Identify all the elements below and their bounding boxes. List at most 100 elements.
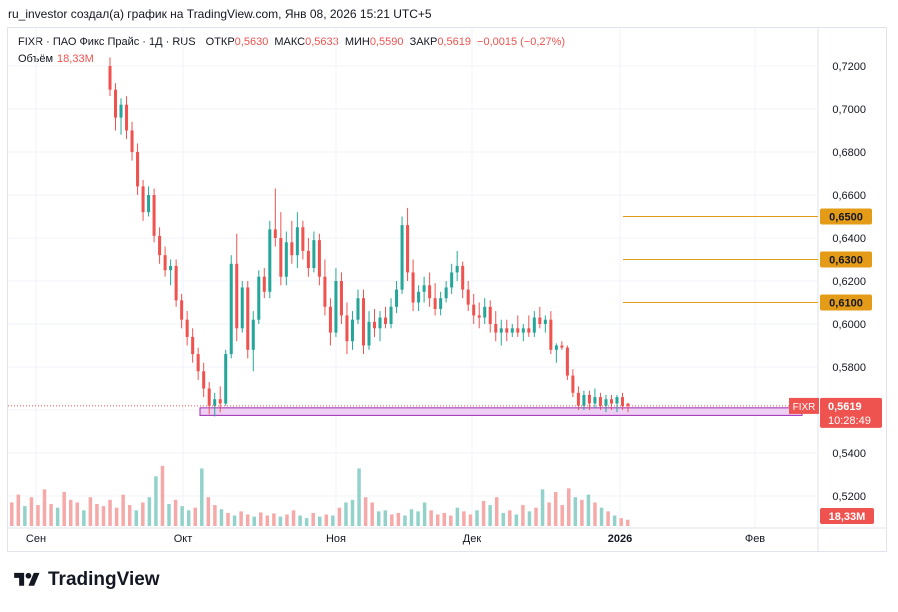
volume-bar bbox=[193, 507, 197, 526]
candle-body bbox=[361, 298, 366, 346]
volume-bar bbox=[376, 511, 381, 526]
candle-body bbox=[323, 276, 327, 307]
volume-bar bbox=[108, 499, 112, 526]
volume-bar bbox=[344, 502, 348, 526]
candle-body bbox=[428, 285, 432, 299]
candle-body bbox=[284, 242, 288, 277]
volume-bar bbox=[62, 492, 66, 526]
candle-body bbox=[554, 345, 558, 350]
candle-body bbox=[505, 328, 509, 333]
y-tick-label: 0,6200 bbox=[832, 276, 866, 288]
chart-frame bbox=[7, 27, 887, 552]
candle-body bbox=[196, 354, 200, 372]
volume-bar bbox=[606, 511, 610, 526]
volume-bar bbox=[68, 499, 73, 526]
candle-body bbox=[240, 287, 244, 329]
volume-bar bbox=[475, 510, 479, 526]
volume-bar bbox=[442, 512, 447, 526]
volume-bar bbox=[272, 513, 276, 526]
volume-bar bbox=[508, 510, 512, 526]
candle-body bbox=[532, 317, 536, 333]
candle-body bbox=[488, 306, 492, 324]
candle-body bbox=[406, 225, 410, 273]
volume-bar bbox=[586, 494, 591, 526]
candle-body bbox=[141, 186, 145, 213]
volume-bar bbox=[304, 518, 309, 526]
ticker-badge bbox=[789, 397, 819, 414]
support-zone bbox=[199, 407, 803, 416]
volume-bar bbox=[337, 507, 342, 526]
volume-bar bbox=[534, 507, 538, 526]
volume-bar bbox=[468, 514, 473, 526]
volume-bar bbox=[331, 515, 335, 526]
volume-bar bbox=[42, 489, 47, 526]
candle-body bbox=[345, 315, 349, 342]
volume-bar bbox=[186, 510, 191, 526]
countdown-value: 10:28:49 bbox=[828, 415, 871, 427]
volume-bar bbox=[521, 505, 525, 526]
volume-bar bbox=[619, 518, 623, 526]
volume-bar bbox=[567, 488, 571, 526]
y-tick-label: 0,7000 bbox=[832, 104, 866, 116]
candle-body bbox=[461, 265, 465, 290]
candle-body bbox=[268, 229, 272, 292]
candle-body bbox=[565, 347, 569, 376]
volume-bar bbox=[219, 509, 224, 526]
symbol-title[interactable]: FIXR · ПАО Фикс Прайс · 1Д · RUS bbox=[18, 36, 196, 48]
candle-body bbox=[582, 394, 586, 406]
x-tick-label: Фев bbox=[745, 533, 765, 545]
candle-body bbox=[202, 371, 206, 389]
candle-body bbox=[626, 403, 630, 406]
candle-body bbox=[598, 397, 602, 406]
volume-bar bbox=[370, 502, 374, 526]
volume-bar bbox=[259, 512, 263, 526]
candle-body bbox=[312, 240, 316, 269]
volume-bar bbox=[278, 516, 283, 526]
volume-bar bbox=[23, 506, 27, 526]
volume-bar bbox=[429, 510, 433, 526]
level-badge-label: 0,6500 bbox=[829, 212, 863, 224]
candle-body bbox=[350, 319, 354, 342]
candle-body bbox=[136, 152, 140, 187]
candle-body bbox=[499, 328, 503, 333]
high-label: МАКС bbox=[274, 36, 306, 48]
volume-bar bbox=[363, 497, 368, 526]
volume-bar bbox=[252, 516, 256, 526]
volume-bar bbox=[422, 502, 427, 526]
volume-bar bbox=[49, 504, 53, 526]
volume-bar bbox=[121, 494, 125, 526]
candle-body bbox=[400, 225, 404, 290]
level-badge bbox=[820, 294, 872, 311]
candle-body bbox=[356, 298, 360, 320]
candle-body bbox=[576, 392, 580, 406]
candle-body bbox=[301, 227, 305, 251]
high-value: 0,5633 bbox=[305, 36, 339, 48]
candle-body bbox=[218, 399, 222, 404]
volume-bar bbox=[29, 497, 34, 526]
volume-bar bbox=[462, 511, 466, 526]
candle-body bbox=[620, 397, 625, 406]
candle-body bbox=[372, 321, 377, 329]
volume-bar bbox=[95, 504, 99, 526]
change-value: −0,0015 (−0,27%) bbox=[477, 36, 566, 48]
tradingview-logo[interactable]: TradingView bbox=[12, 569, 160, 591]
volume-bar bbox=[527, 511, 532, 526]
volume-bar bbox=[514, 514, 519, 526]
low-label: МИН bbox=[344, 36, 370, 48]
volume-bar bbox=[232, 515, 237, 526]
volume-bar bbox=[396, 512, 401, 526]
candle-body bbox=[125, 104, 129, 131]
candle-body bbox=[174, 265, 178, 301]
y-tick-label: 0,6400 bbox=[832, 233, 866, 245]
volume-bar bbox=[449, 515, 453, 526]
x-tick-label: Окт bbox=[174, 533, 193, 545]
candle-body bbox=[587, 394, 591, 404]
y-tick-label: 0,7200 bbox=[832, 61, 866, 73]
candle-body bbox=[262, 276, 266, 292]
candle-body bbox=[147, 195, 151, 213]
volume-bar bbox=[298, 515, 302, 526]
volume-bar bbox=[416, 511, 420, 526]
volume-bar bbox=[455, 507, 460, 526]
candle-body bbox=[571, 375, 575, 393]
